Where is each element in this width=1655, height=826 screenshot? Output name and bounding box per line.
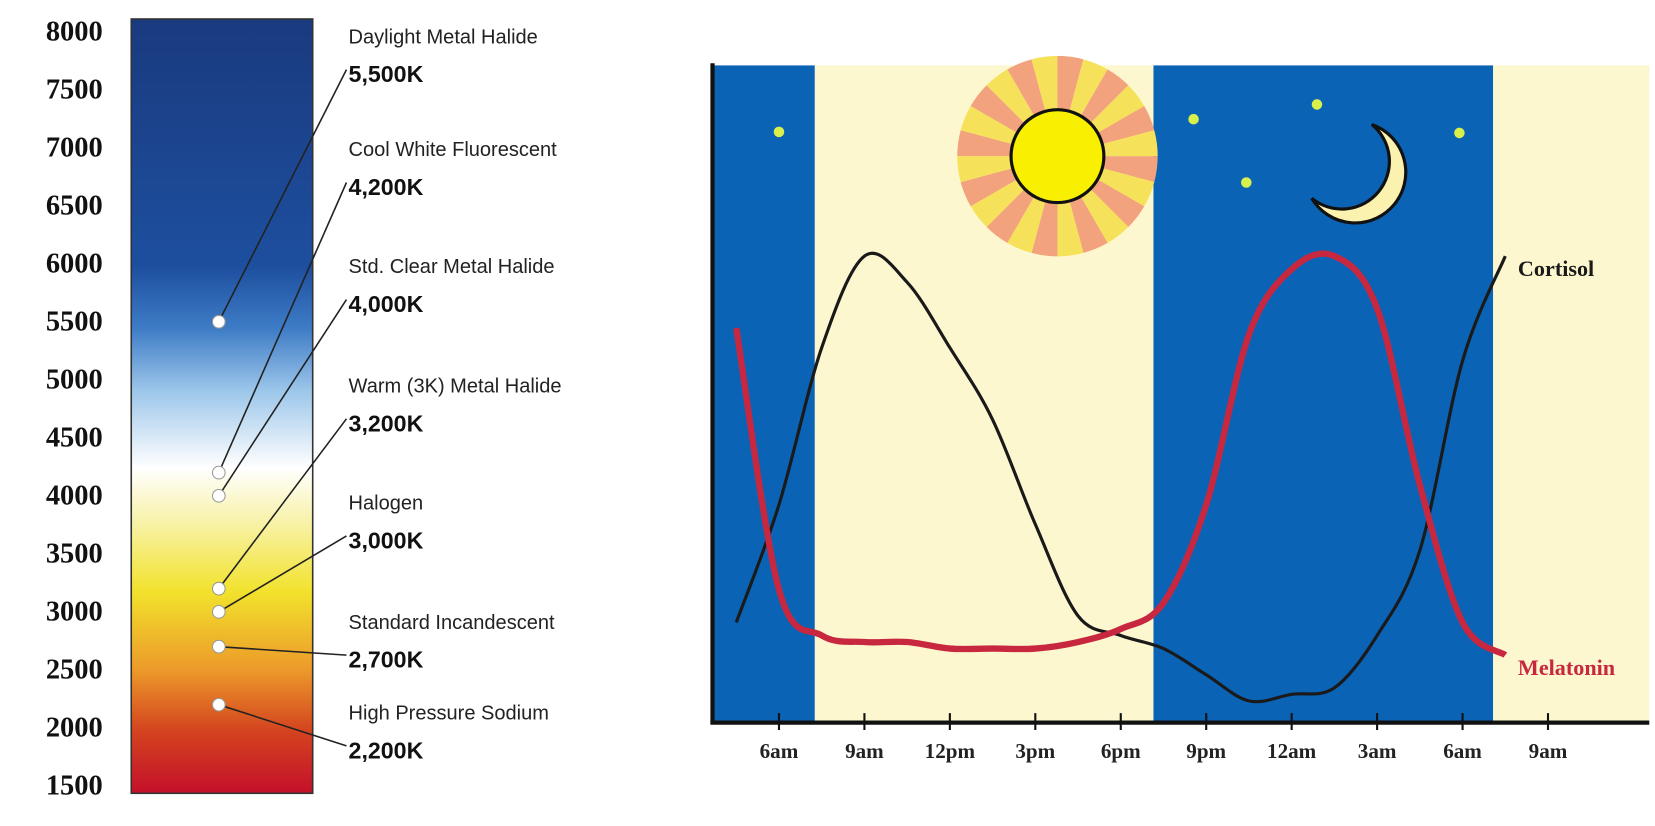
source-value: 4,200K xyxy=(349,174,424,200)
source-value: 4,000K xyxy=(349,291,424,317)
source-dot xyxy=(211,488,226,503)
x-tick-label: 6am xyxy=(760,739,799,763)
source-dot xyxy=(211,581,226,596)
star xyxy=(1454,127,1465,139)
series-label: Cortisol xyxy=(1518,256,1594,281)
leader-line xyxy=(218,535,347,613)
x-tick-label: 3pm xyxy=(1015,739,1055,763)
source-dot xyxy=(211,639,226,654)
source-dot xyxy=(211,465,226,480)
source-name: Warm (3K) Metal Halide xyxy=(349,375,562,397)
y-tick-label: 3500 xyxy=(46,538,103,569)
star xyxy=(1241,177,1252,188)
source-value: 2,700K xyxy=(349,647,424,673)
leader-line xyxy=(218,69,348,323)
y-tick-label: 5000 xyxy=(46,364,103,395)
x-tick-label: 9pm xyxy=(1186,739,1226,763)
source-name: Cool White Fluorescent xyxy=(349,139,558,161)
night-band xyxy=(1153,65,1494,722)
series-line xyxy=(733,250,1508,658)
y-tick-label: 6500 xyxy=(46,190,103,221)
y-tick-label: 8000 xyxy=(46,16,103,47)
source-name: Std. Clear Metal Halide xyxy=(349,256,555,278)
leader-line xyxy=(218,703,347,747)
source-name: Daylight Metal Halide xyxy=(349,26,538,48)
color-bar xyxy=(130,18,314,795)
x-tick-label: 12am xyxy=(1267,739,1317,763)
y-tick-label: 2000 xyxy=(46,713,103,744)
y-tick-label: 4000 xyxy=(46,480,103,511)
source-dot xyxy=(211,604,226,619)
leader-line xyxy=(218,418,348,590)
y-tick-label: 5500 xyxy=(46,306,103,337)
x-tick-label: 6am xyxy=(1443,739,1482,763)
source-name: Halogen xyxy=(349,493,424,515)
leader-line xyxy=(218,182,348,473)
star xyxy=(773,126,785,138)
star xyxy=(1311,99,1323,110)
leader-line xyxy=(218,299,348,497)
series-label: Melatonin xyxy=(1518,655,1615,680)
moon xyxy=(1310,122,1408,225)
y-tick-label: 6000 xyxy=(46,248,103,279)
star xyxy=(1188,113,1199,125)
night-band xyxy=(713,65,815,722)
x-tick-label: 9am xyxy=(845,739,884,763)
y-tick-label: 7500 xyxy=(46,74,103,105)
y-tick-label: 7000 xyxy=(46,132,103,163)
x-tick-label: 3am xyxy=(1358,739,1397,763)
day-band xyxy=(1493,65,1650,722)
source-value: 3,000K xyxy=(349,527,424,553)
sun xyxy=(1009,108,1106,205)
source-value: 2,200K xyxy=(349,737,424,763)
source-value: 5,500K xyxy=(349,61,424,87)
source-name: High Pressure Sodium xyxy=(349,702,549,724)
x-tick-label: 9am xyxy=(1529,739,1568,763)
series-line xyxy=(734,251,1507,704)
y-tick-label: 4500 xyxy=(46,422,103,453)
source-dot xyxy=(211,314,226,329)
circadian-chart: 6am 9am 12pm 3pm 6pm 9pm 12am 3am 6am 9am Cortisol… xyxy=(710,55,1650,763)
y-tick-label: 3000 xyxy=(46,596,103,627)
source-dot xyxy=(211,697,226,712)
source-name: Standard Incandescent xyxy=(349,612,555,634)
x-tick-label: 6pm xyxy=(1101,739,1141,763)
y-tick-label: 2500 xyxy=(46,655,103,686)
y-tick-label: 1500 xyxy=(46,771,103,802)
x-tick-label: 12pm xyxy=(925,739,976,763)
source-value: 3,200K xyxy=(349,410,424,436)
leader-line xyxy=(218,645,347,656)
